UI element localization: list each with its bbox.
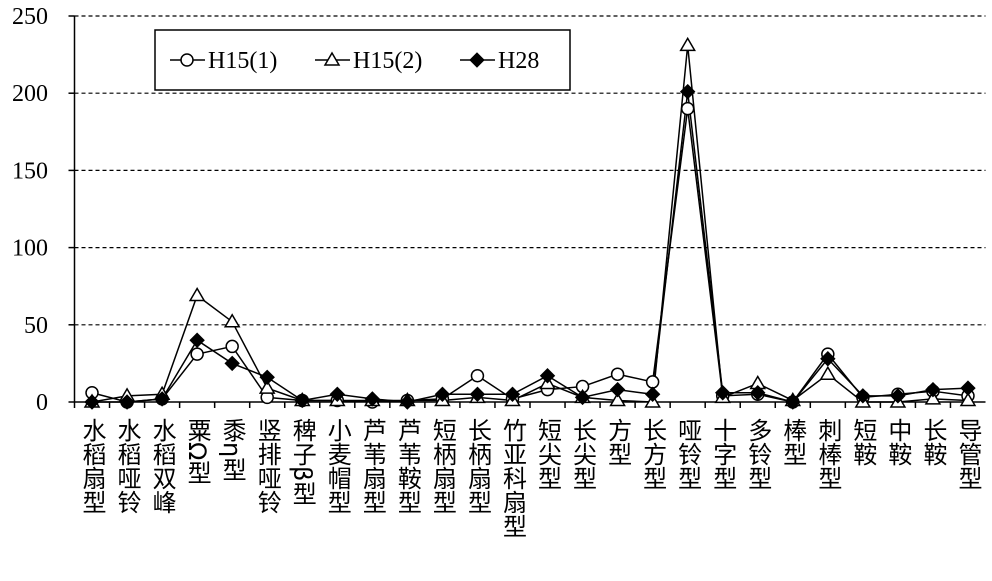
marker	[680, 101, 695, 116]
marker	[329, 386, 345, 402]
marker	[180, 53, 194, 67]
x-tick-label: 长柄扇型	[463, 418, 491, 514]
marker	[960, 380, 976, 396]
marker	[679, 83, 696, 100]
marker	[258, 379, 276, 394]
x-tick-label: 导管型	[954, 418, 982, 490]
x-tick-label: 棒型	[779, 418, 807, 466]
marker	[223, 313, 241, 328]
x-tick-label: 长鞍	[919, 418, 947, 466]
marker	[750, 385, 766, 401]
marker	[188, 286, 206, 302]
marker	[925, 381, 941, 398]
x-tick-label: 方型	[604, 418, 632, 466]
marker	[364, 391, 381, 407]
marker	[225, 339, 239, 354]
y-tick-label: 50	[24, 313, 48, 339]
marker	[294, 392, 310, 409]
marker	[154, 391, 170, 407]
x-tick-label: 长方型	[639, 418, 667, 490]
x-tick-label: 刺棒型	[814, 418, 842, 490]
marker	[715, 385, 731, 401]
marker	[399, 394, 416, 410]
x-tick-label: 小麦帽型	[323, 418, 351, 514]
x-tick-label: 哑铃型	[674, 418, 702, 490]
marker	[504, 386, 521, 402]
x-tick-label: 芦苇扇型	[358, 418, 386, 514]
legend-label: H28	[498, 48, 539, 74]
marker	[609, 391, 626, 407]
marker	[610, 367, 625, 381]
y-tick-label: 0	[36, 390, 48, 416]
marker	[259, 369, 275, 386]
legend-label: H15(2)	[353, 48, 422, 74]
x-tick-label: 水稻扇型	[78, 418, 106, 514]
marker	[323, 51, 341, 66]
x-tick-label: 稗子β型	[288, 418, 316, 505]
marker	[819, 365, 837, 380]
legend-box	[154, 29, 571, 91]
x-tick-label: 中鞍	[884, 418, 912, 466]
marker	[84, 394, 100, 410]
x-tick-label: 粟Ω型	[183, 418, 211, 484]
x-tick-label: 短柄扇型	[428, 418, 456, 514]
x-tick-label: 长尖型	[569, 418, 597, 490]
marker	[679, 36, 696, 52]
marker	[190, 347, 204, 361]
marker	[820, 351, 836, 367]
marker	[574, 389, 591, 406]
x-tick-label: 水稻双峰	[148, 418, 176, 514]
y-tick-label: 100	[12, 236, 48, 262]
x-tick-label: 多铃型	[744, 418, 772, 490]
marker	[645, 375, 660, 389]
marker	[224, 355, 240, 372]
marker	[470, 369, 485, 383]
marker	[539, 368, 556, 384]
marker	[434, 386, 451, 402]
x-tick-label: 竹亚科扇型	[498, 418, 526, 538]
marker	[469, 386, 486, 402]
series-line	[91, 108, 969, 403]
marker	[959, 391, 977, 407]
marker	[189, 332, 205, 348]
marker	[609, 381, 626, 398]
x-tick-label: 短鞍	[849, 418, 877, 466]
marker	[924, 390, 942, 405]
marker	[119, 394, 135, 410]
x-tick-label: 竖排哑铃	[253, 418, 281, 514]
marker	[644, 386, 661, 402]
marker	[855, 388, 871, 404]
x-tick-label: 短尖型	[534, 418, 562, 490]
series-line	[92, 91, 969, 403]
y-tick-label: 150	[12, 158, 48, 184]
marker	[890, 388, 906, 404]
legend-label: H15(1)	[208, 48, 277, 74]
marker	[785, 394, 801, 410]
x-tick-label: 十字型	[709, 418, 737, 490]
marker	[469, 52, 485, 68]
x-tick-label: 芦苇鞍型	[393, 418, 421, 514]
y-tick-label: 200	[12, 81, 48, 107]
x-tick-label: 黍η型	[218, 418, 246, 481]
x-tick-label: 水稻哑铃	[113, 418, 141, 514]
y-tick-label: 250	[12, 4, 48, 30]
